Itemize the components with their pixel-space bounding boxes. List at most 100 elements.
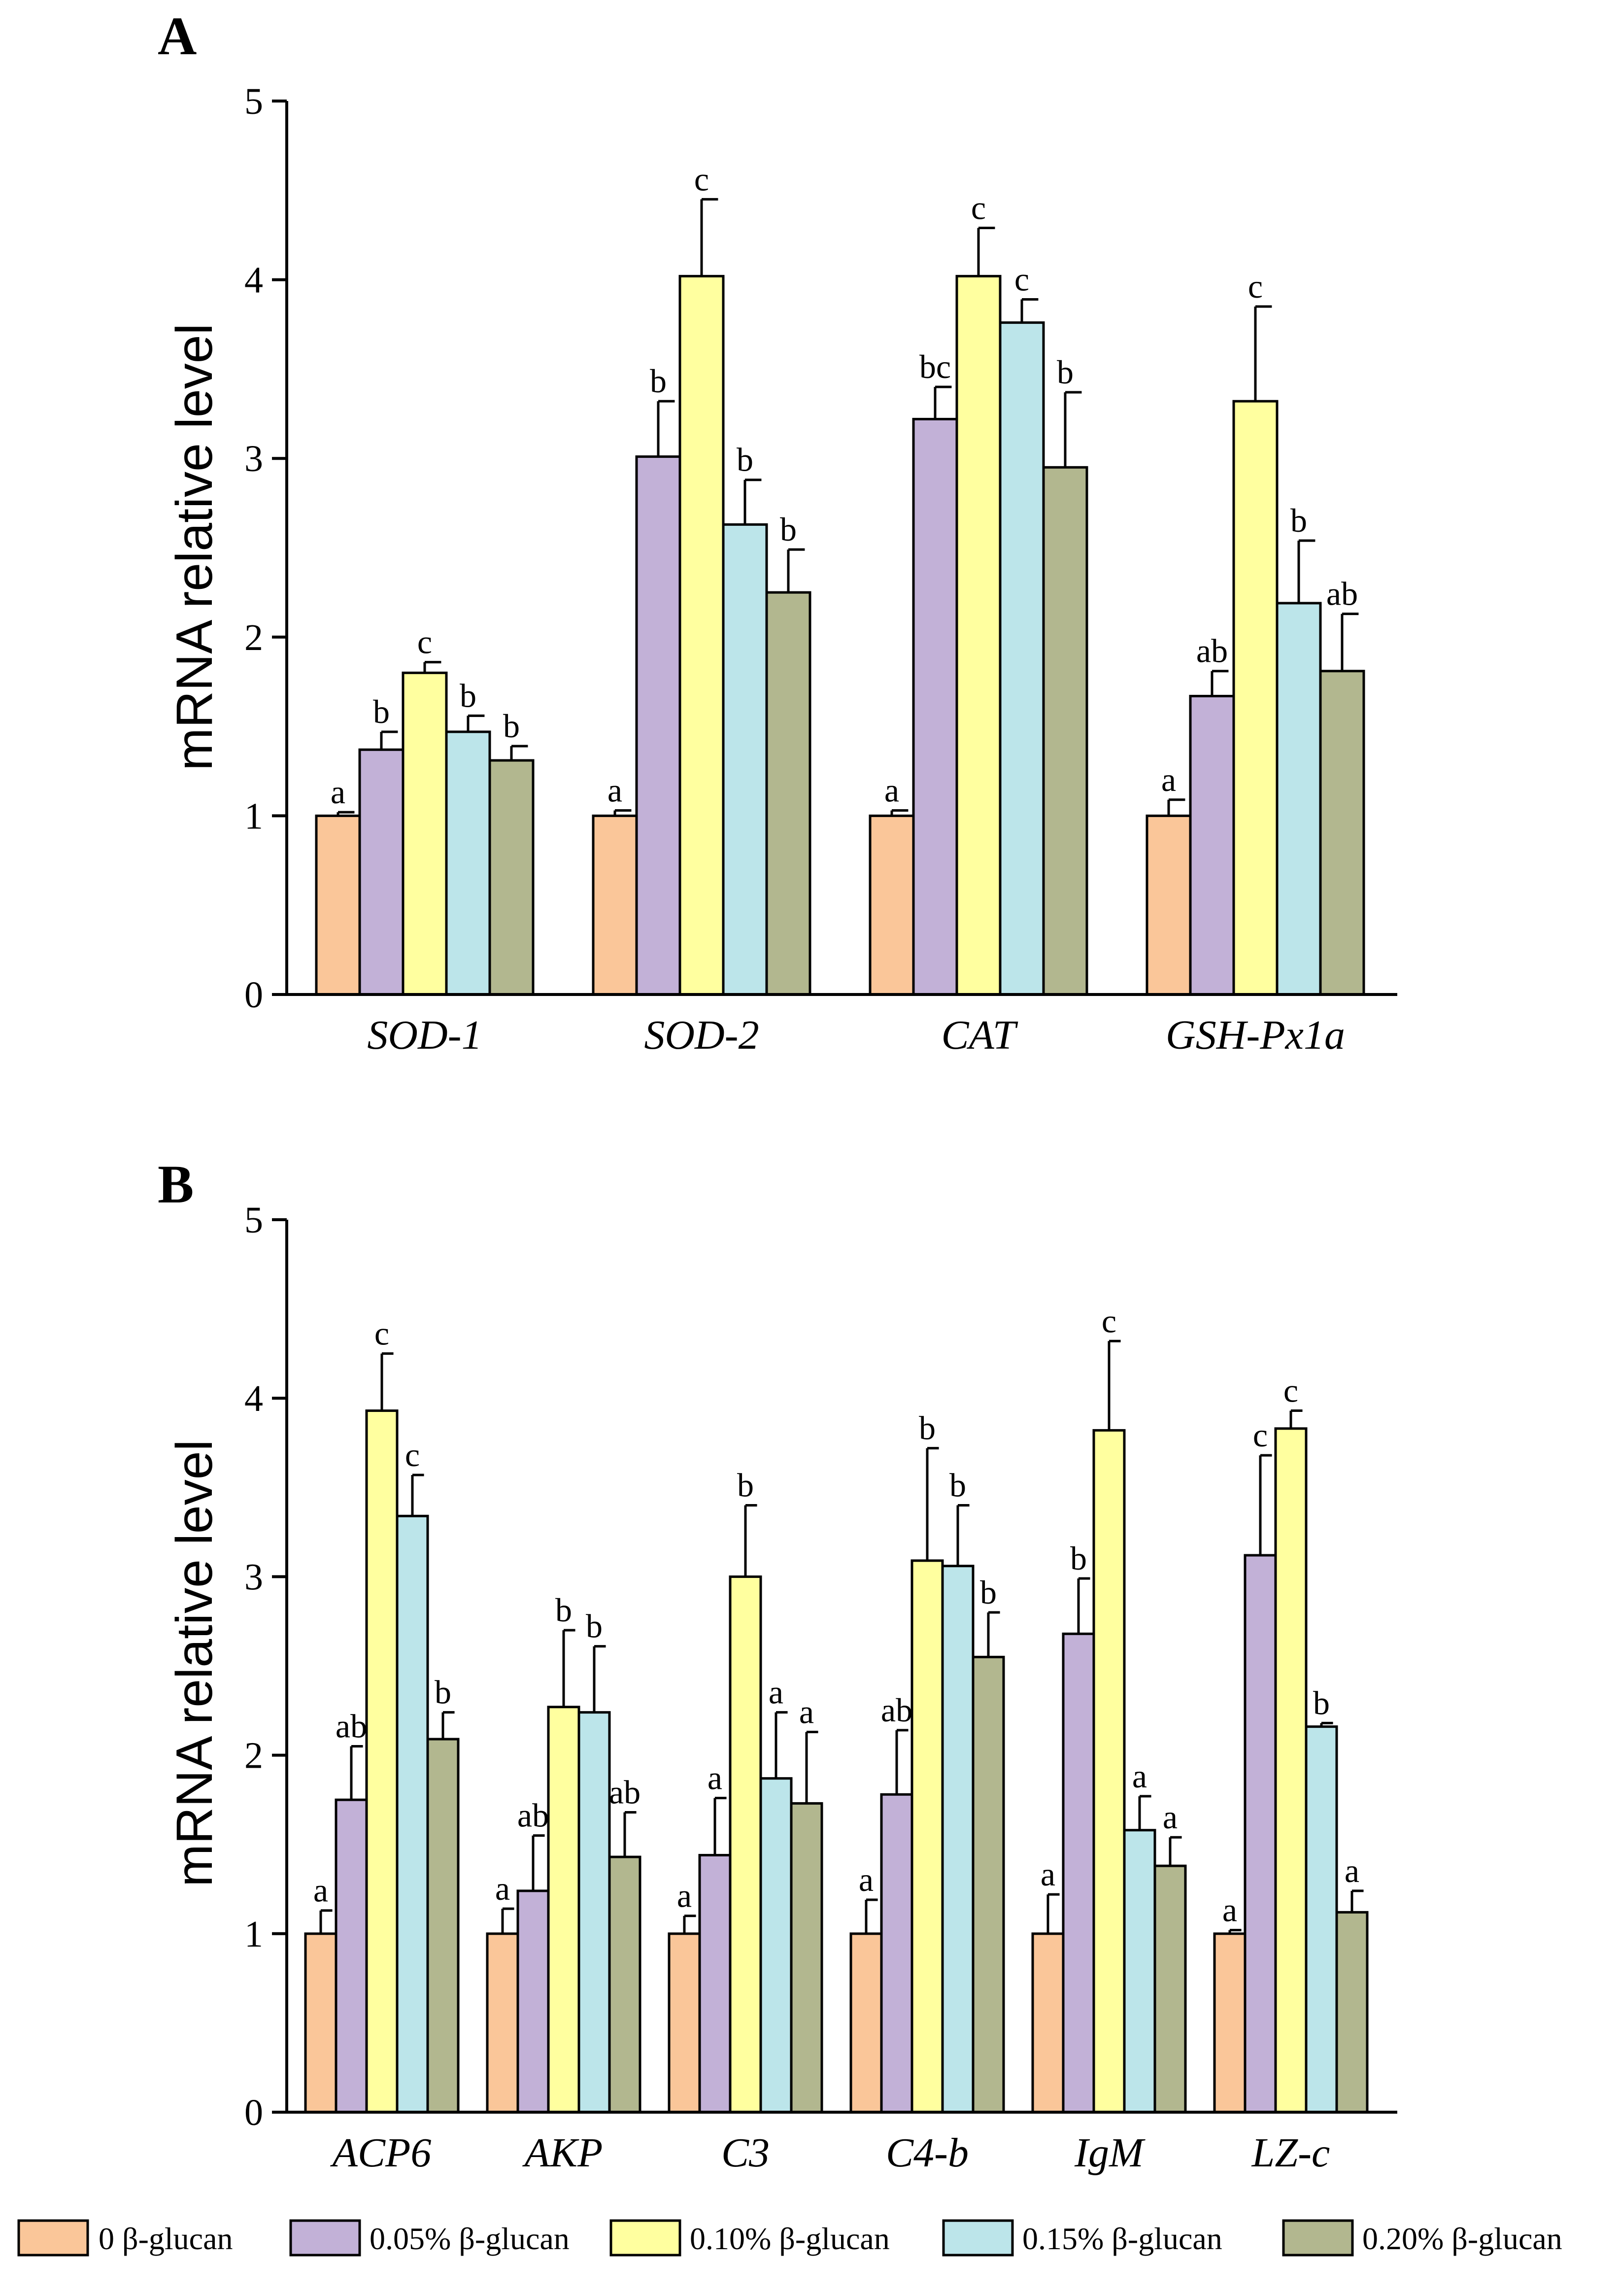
legend-swatch bbox=[1282, 2219, 1354, 2257]
bar bbox=[941, 1565, 975, 2114]
bar bbox=[1232, 400, 1279, 996]
bar bbox=[445, 730, 491, 996]
bar bbox=[547, 1706, 580, 2114]
panel-a-y-ticks: 0 1 2 3 4 5 bbox=[244, 81, 287, 1016]
bar bbox=[1146, 814, 1192, 996]
significance-letter: a bbox=[1345, 1852, 1359, 1889]
y-tick-label: 5 bbox=[244, 1199, 263, 1241]
y-tick-label: 4 bbox=[244, 260, 263, 301]
bar bbox=[592, 814, 638, 996]
significance-letter: b bbox=[435, 1674, 451, 1711]
panel-b-letter: B bbox=[158, 1154, 194, 1214]
bar bbox=[1042, 466, 1088, 996]
bar bbox=[304, 1932, 337, 2114]
bar bbox=[1062, 1632, 1095, 2114]
legend-label: 0 β-glucan bbox=[99, 2221, 233, 2256]
bar bbox=[608, 1855, 641, 2114]
bar bbox=[1153, 1864, 1187, 2114]
bar bbox=[1335, 1911, 1369, 2114]
category-label: C3 bbox=[721, 2130, 770, 2176]
bar bbox=[402, 671, 448, 996]
bar bbox=[1123, 1829, 1156, 2114]
significance-letter: a bbox=[1163, 1798, 1178, 1836]
legend-label: 0.10% β-glucan bbox=[690, 2221, 890, 2256]
bar bbox=[426, 1738, 460, 2114]
significance-letter: c bbox=[1014, 260, 1029, 298]
significance-letter: ab bbox=[609, 1774, 640, 1811]
bar bbox=[729, 1575, 762, 2114]
legend: 0 β-glucan 0.05% β-glucan 0.10% β-glucan… bbox=[17, 2219, 1562, 2257]
legend-item: 0.20% β-glucan bbox=[1282, 2219, 1562, 2257]
y-tick-label: 3 bbox=[244, 438, 263, 480]
bar bbox=[955, 274, 1002, 996]
legend-swatch bbox=[609, 2219, 681, 2257]
bar bbox=[635, 455, 681, 996]
panel-b-y-ticks: 0 1 2 3 4 5 bbox=[244, 1199, 287, 2133]
bar bbox=[790, 1802, 823, 2114]
significance-letter: ab bbox=[1326, 575, 1358, 613]
category-label: C4-b bbox=[886, 2130, 969, 2176]
category-label: SOD-2 bbox=[644, 1012, 759, 1058]
category-label: AKP bbox=[522, 2130, 603, 2176]
bar bbox=[1319, 670, 1365, 996]
panel-b-ylabel: mRNA relative level bbox=[166, 1439, 223, 1886]
y-tick-label: 1 bbox=[244, 1914, 263, 1955]
y-tick-label: 0 bbox=[244, 2092, 263, 2133]
bar bbox=[358, 748, 404, 996]
panel-a-ylabel: mRNA relative level bbox=[166, 323, 223, 770]
bar bbox=[396, 1514, 429, 2114]
significance-letter: a bbox=[708, 1759, 722, 1797]
bar bbox=[1092, 1429, 1126, 2114]
significance-letter: a bbox=[677, 1877, 692, 1915]
significance-letter: bc bbox=[919, 348, 951, 385]
significance-letter: a bbox=[1041, 1855, 1055, 1893]
legend-item: 0.05% β-glucan bbox=[289, 2219, 570, 2257]
significance-letter: a bbox=[769, 1674, 783, 1711]
bar bbox=[999, 321, 1045, 996]
significance-letter: c bbox=[1248, 268, 1263, 305]
y-tick-label: 2 bbox=[244, 617, 263, 658]
significance-letter: a bbox=[313, 1872, 328, 1909]
significance-letter: b bbox=[919, 1409, 936, 1447]
significance-letter: b bbox=[737, 1467, 754, 1504]
significance-letter: b bbox=[650, 362, 667, 400]
significance-letter: c bbox=[1283, 1372, 1298, 1409]
category-label: SOD-1 bbox=[367, 1012, 482, 1058]
significance-letter: b bbox=[555, 1591, 572, 1629]
bar bbox=[1213, 1932, 1247, 2114]
significance-letter: c bbox=[1102, 1302, 1116, 1339]
significance-letter: b bbox=[460, 677, 476, 714]
legend-item: 0 β-glucan bbox=[17, 2219, 233, 2257]
bar bbox=[765, 591, 811, 996]
significance-letter: a bbox=[1222, 1891, 1237, 1929]
legend-item: 0.15% β-glucan bbox=[942, 2219, 1222, 2257]
significance-letter: a bbox=[331, 773, 345, 811]
significance-letter: c bbox=[417, 623, 432, 661]
bar bbox=[1274, 1427, 1308, 2114]
significance-letter: c bbox=[374, 1315, 389, 1352]
bar bbox=[1276, 602, 1322, 996]
legend-item: 0.10% β-glucan bbox=[609, 2219, 890, 2257]
significance-letter: b bbox=[949, 1467, 966, 1504]
category-label: GSH-Px1a bbox=[1166, 1012, 1345, 1058]
bar bbox=[488, 759, 535, 996]
bar bbox=[577, 1711, 611, 2114]
bar bbox=[678, 274, 725, 996]
legend-label: 0.20% β-glucan bbox=[1362, 2221, 1562, 2256]
significance-letter: c bbox=[405, 1436, 420, 1474]
significance-letter: b bbox=[1290, 502, 1307, 539]
bar bbox=[1189, 694, 1235, 996]
panel-b-axes bbox=[285, 1220, 1397, 2114]
bar bbox=[698, 1853, 732, 2114]
legend-swatch bbox=[289, 2219, 361, 2257]
bar bbox=[849, 1932, 883, 2114]
significance-letter: b bbox=[1313, 1684, 1330, 1721]
significance-letter: a bbox=[495, 1870, 510, 1907]
bar bbox=[880, 1793, 913, 2114]
bar bbox=[315, 814, 361, 996]
bar bbox=[1244, 1554, 1277, 2114]
